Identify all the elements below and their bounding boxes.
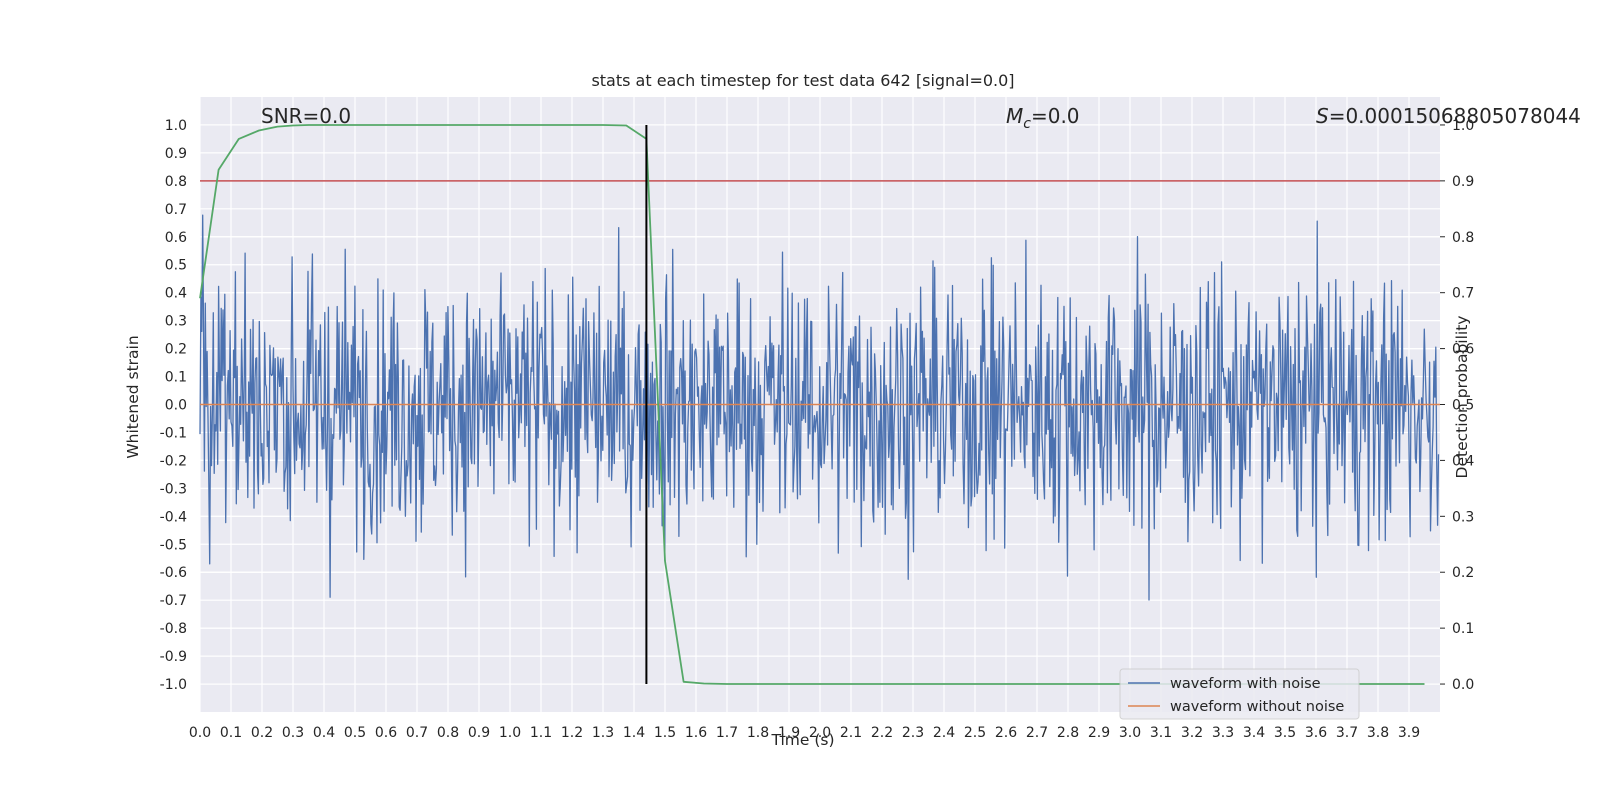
- x-tick-label: 1.5: [654, 725, 676, 741]
- x-tick-label: 1.7: [716, 725, 738, 741]
- snr-annotation: SNR=0.0: [261, 104, 351, 128]
- x-tick-label: 2.0: [809, 725, 831, 741]
- y2-tick-label: 0.5: [1452, 398, 1474, 414]
- mc-value: =0.0: [1031, 104, 1080, 128]
- y2-tick-label: 0.6: [1452, 342, 1474, 358]
- s-symbol: S: [1316, 104, 1329, 128]
- x-tick-label: 2.2: [871, 725, 893, 741]
- x-tick-label: 0.8: [437, 725, 459, 741]
- y-tick-label: -1.0: [160, 677, 187, 693]
- mc-symbol: M: [1006, 104, 1023, 128]
- x-tick-label: 2.7: [1026, 725, 1048, 741]
- y-tick-label: -0.1: [160, 425, 187, 441]
- x-tick-label: 2.3: [902, 725, 924, 741]
- s-annotation: S=0.00015068805078044: [1316, 104, 1581, 128]
- y2-tick-label: 0.1: [1452, 621, 1474, 637]
- y-tick-label: 0.9: [165, 146, 187, 162]
- y-tick-label: -0.5: [160, 537, 187, 553]
- y-tick-label: 0.0: [165, 398, 187, 414]
- y-tick-label: 0.8: [165, 174, 187, 190]
- y-tick-label: 0.1: [165, 370, 187, 386]
- noise-series: [199, 214, 1440, 601]
- x-tick-label: 1.2: [561, 725, 583, 741]
- x-tick-label: 1.8: [747, 725, 769, 741]
- y-tick-label: -0.2: [160, 453, 187, 469]
- x-tick-label: 3.6: [1305, 725, 1327, 741]
- x-axis-label: Time (s): [770, 731, 834, 749]
- y-tick-label: 0.6: [165, 230, 187, 246]
- x-tick-label: 0.9: [468, 725, 490, 741]
- x-tick-label: 2.5: [964, 725, 986, 741]
- s-value: =0.00015068805078044: [1329, 104, 1581, 128]
- y-tick-label: -0.9: [160, 649, 187, 665]
- y2-tick-label: 0.4: [1452, 453, 1474, 469]
- x-tick-label: 1.6: [685, 725, 707, 741]
- y2-tick-label: 0.0: [1452, 677, 1474, 693]
- x-tick-label: 1.9: [778, 725, 800, 741]
- y2-tick-label: 0.7: [1452, 286, 1474, 302]
- x-tick-label: 0.6: [375, 725, 397, 741]
- legend: waveform with noise waveform without noi…: [1119, 668, 1360, 720]
- x-tick-label: 1.0: [499, 725, 521, 741]
- y-tick-label: 0.3: [165, 314, 187, 330]
- y2-tick-label: 0.8: [1452, 230, 1474, 246]
- y-tick-label: -0.6: [160, 565, 187, 581]
- y-axis-label: Whitened strain: [124, 335, 142, 458]
- x-tick-label: 0.4: [313, 725, 335, 741]
- x-tick-label: 1.3: [592, 725, 614, 741]
- y-tick-label: -0.7: [160, 593, 187, 609]
- x-tick-label: 3.5: [1274, 725, 1296, 741]
- y-tick-label: -0.3: [160, 481, 187, 497]
- y-tick-label: -0.8: [160, 621, 187, 637]
- chart-title: stats at each timestep for test data 642…: [591, 71, 1014, 90]
- x-tick-label: 0.5: [344, 725, 366, 741]
- x-tick-label: 0.7: [406, 725, 428, 741]
- y2-tick-label: 1.0: [1452, 118, 1474, 134]
- x-tick-label: 3.7: [1336, 725, 1358, 741]
- y2-tick-label: 0.2: [1452, 565, 1474, 581]
- x-tick-label: 3.9: [1398, 725, 1420, 741]
- y-tick-label: 0.5: [165, 258, 187, 274]
- y2-tick-label: 0.3: [1452, 509, 1474, 525]
- x-tick-label: 0.1: [220, 725, 242, 741]
- x-tick-label: 0.0: [189, 725, 211, 741]
- x-tick-label: 0.3: [282, 725, 304, 741]
- right-y-ticks: 1.0 0.9 0.8 0.7 0.6 0.5 0.4 0.3 0.2 0.1 0.0: [1440, 118, 1474, 693]
- x-tick-label: 3.1: [1150, 725, 1172, 741]
- x-tick-label: 3.3: [1212, 725, 1234, 741]
- x-tick-label: 2.1: [840, 725, 862, 741]
- series-detection-probability: [199, 124, 1425, 685]
- y-tick-label: 0.4: [165, 286, 187, 302]
- line-series: [199, 124, 1440, 685]
- x-tick-label: 2.8: [1057, 725, 1079, 741]
- x-tick-label: 3.4: [1243, 725, 1265, 741]
- x-tick-label: 0.2: [251, 725, 273, 741]
- plot-area: [199, 124, 1440, 685]
- x-tick-label: 2.6: [995, 725, 1017, 741]
- legend-label-noise: waveform with noise: [1170, 676, 1321, 692]
- x-tick-label: 3.0: [1119, 725, 1141, 741]
- y2-tick-label: 0.9: [1452, 174, 1474, 190]
- y-tick-label: 0.7: [165, 202, 187, 218]
- y-tick-label: 0.2: [165, 342, 187, 358]
- y2-axis-label: Detection probability: [1453, 316, 1471, 479]
- mc-annotation: Mc=0.0: [1006, 104, 1080, 132]
- legend-box: [1119, 668, 1360, 720]
- x-tick-label: 3.2: [1181, 725, 1203, 741]
- x-tick-label: 1.4: [623, 725, 645, 741]
- y-tick-label: -0.4: [160, 509, 187, 525]
- left-y-ticks: 1.0 0.9 0.8 0.7 0.6 0.5 0.4 0.3 0.2 0.1 0.0 -0.1 -0.…: [160, 118, 187, 693]
- x-tick-label: 2.9: [1088, 725, 1110, 741]
- x-tick-label: 1.1: [530, 725, 552, 741]
- y-tick-label: 1.0: [165, 118, 187, 134]
- mc-subscript: c: [1023, 116, 1031, 132]
- x-tick-label: 3.8: [1367, 725, 1389, 741]
- x-ticks: 0.0 0.1 0.2 0.3 0.4 0.5 0.6 0.7 0.8 0.9 1.0 1.1 1.2 1…: [189, 725, 1420, 741]
- legend-label-clean: waveform without noise: [1170, 699, 1344, 715]
- series-waveform-with-noise: [199, 214, 1440, 601]
- x-tick-label: 2.4: [933, 725, 955, 741]
